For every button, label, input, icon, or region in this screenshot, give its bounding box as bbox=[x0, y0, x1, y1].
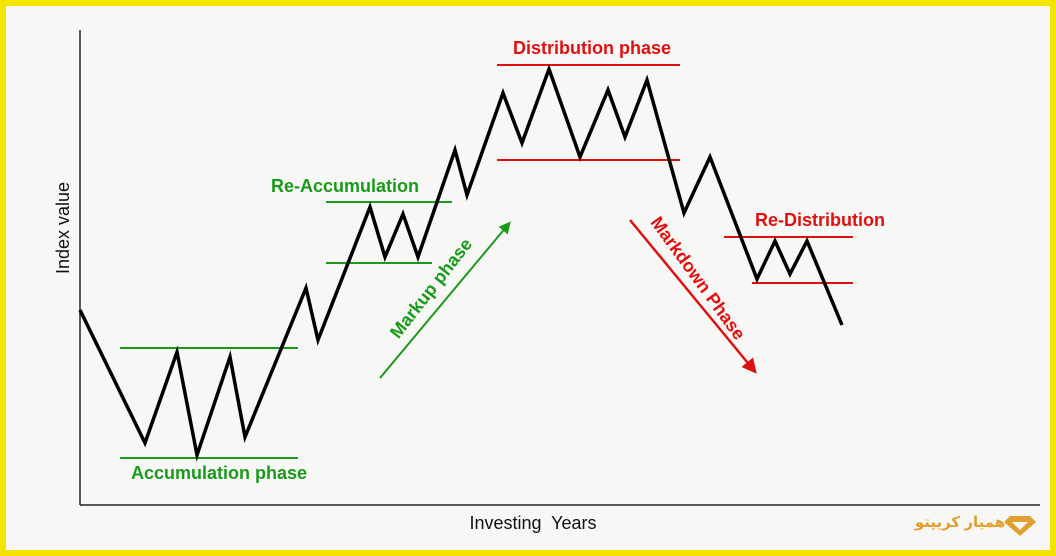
logo bbox=[1004, 516, 1036, 536]
phase-label: Accumulation phase bbox=[131, 463, 307, 483]
phase-label: Re-Accumulation bbox=[271, 176, 419, 196]
y-axis-label: Index value bbox=[53, 182, 73, 274]
markdown-arrow bbox=[629, 219, 757, 374]
price-path bbox=[78, 63, 844, 462]
markup-arrow bbox=[379, 221, 511, 379]
red-levels bbox=[497, 64, 853, 284]
watermark: همیار کریپتو bbox=[914, 514, 1005, 532]
x-axis-label: Investing Years bbox=[469, 513, 596, 533]
green-levels bbox=[120, 201, 452, 459]
phase-label: Distribution phase bbox=[513, 38, 671, 58]
phase-label: Re-Distribution bbox=[755, 210, 885, 230]
